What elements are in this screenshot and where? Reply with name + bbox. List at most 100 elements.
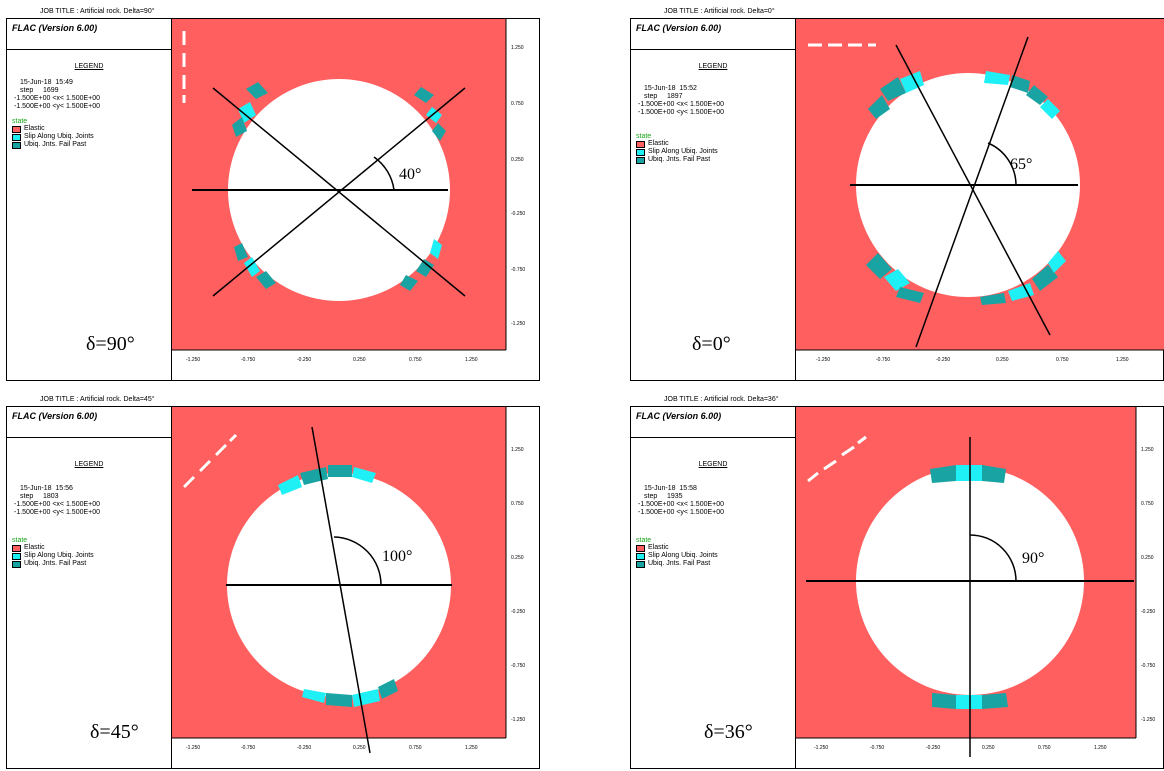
delta-label: δ=0°: [692, 333, 731, 355]
y-tick-label: -0.250: [1141, 609, 1155, 615]
x-tick-label: -0.250: [936, 357, 950, 363]
legend-xrange: -1.500E+00 <x< 1.500E+00: [638, 501, 725, 508]
x-tick-label: 0.250: [353, 745, 366, 751]
x-tick-label: 0.250: [996, 357, 1009, 363]
x-tick-label: 0.750: [1056, 357, 1069, 363]
job-title: JOB TITLE : Artificial rock. Delta=0°: [664, 8, 775, 15]
panel-delta-45: JOB TITLE : Artificial rock. Delta=45° F…: [6, 395, 540, 769]
loading-direction: [807, 435, 867, 483]
fail-swatch: [636, 561, 645, 568]
legend-column: FLAC (Version 6.00) LEGEND 15-Jun-18 15:…: [6, 407, 172, 769]
fail-swatch: [636, 157, 645, 164]
legend-yrange: -1.500E+00 <y< 1.500E+00: [14, 103, 101, 110]
elastic-swatch: [636, 141, 645, 148]
legend-date: 15-Jun-18 15:58: [644, 485, 697, 492]
y-tick-label: 0.250: [511, 157, 524, 163]
legend-fail: Ubiq. Jnts. Fail Past: [648, 156, 711, 163]
divider: [630, 49, 796, 50]
y-tick-label: 1.250: [511, 45, 524, 51]
legend-slip: Slip Along Ubiq. Joints: [24, 133, 94, 140]
legend-title: LEGEND: [698, 461, 728, 468]
y-tick-label: -0.750: [511, 267, 525, 273]
flac-version: FLAC (Version 6.00): [12, 23, 98, 33]
legend-date: 15-Jun-18 15:56: [20, 485, 73, 492]
y-tick-label: 0.750: [511, 501, 524, 507]
y-tick-label: 0.250: [511, 555, 524, 561]
legend-step: step 1699: [20, 87, 59, 94]
x-tick-labels: -1.250 -0.750 -0.250 0.250 0.750 1.250: [814, 745, 1107, 751]
y-tick-label: 0.750: [1141, 501, 1154, 507]
legend-title: LEGEND: [74, 461, 104, 468]
fail-swatch: [12, 142, 21, 149]
y-tick-labels: 1.250 0.750 0.250 -0.250 -0.750 -1.250: [511, 45, 525, 327]
y-tick-label: -0.750: [1141, 663, 1155, 669]
title-bar: JOB TITLE : Artificial rock. Delta=36°: [630, 395, 1164, 407]
y-tick-label: -1.250: [511, 717, 525, 723]
x-tick-label: 0.750: [1038, 745, 1051, 751]
legend-date: 15-Jun-18 15:52: [644, 85, 697, 92]
legend-yrange: -1.500E+00 <y< 1.500E+00: [638, 509, 725, 516]
slip-swatch: [636, 553, 645, 560]
legend-title: LEGEND: [74, 63, 104, 70]
job-title: JOB TITLE : Artificial rock. Delta=90°: [40, 8, 155, 15]
delta-label: δ=45°: [90, 721, 139, 743]
fail-swatch: [12, 561, 21, 568]
y-tick-labels: 1.250 0.750 0.250 -0.250 -0.750 -1.250: [1141, 447, 1155, 723]
legend-fail: Ubiq. Jnts. Fail Past: [24, 141, 87, 148]
joint-lines: [226, 426, 452, 754]
panel-delta-90: JOB TITLE : Artificial rock. Delta=90° F…: [6, 7, 540, 381]
x-tick-label: -0.250: [297, 745, 311, 751]
y-tick-label: 1.250: [511, 447, 524, 453]
x-tick-label: 1.250: [1116, 357, 1129, 363]
failure-zones: [866, 71, 1066, 305]
angle-label: 40°: [399, 166, 421, 183]
legend-state-label: state: [12, 118, 28, 125]
legend-step: step 1935: [644, 493, 683, 500]
delta-label: δ=36°: [704, 721, 753, 743]
divider: [6, 437, 172, 438]
y-tick-label: -1.250: [1141, 717, 1155, 723]
x-tick-labels: -1.250 -0.750 -0.250 0.250 0.750 1.250: [186, 745, 478, 751]
x-tick-label: 0.750: [409, 745, 422, 751]
angle-label: 100°: [382, 548, 412, 565]
flac-version: FLAC (Version 6.00): [12, 411, 98, 421]
slip-swatch: [636, 149, 645, 156]
legend-state-label: state: [12, 537, 28, 544]
legend-title: LEGEND: [698, 63, 728, 70]
x-tick-label: -0.250: [297, 357, 311, 363]
failure-zones: [232, 82, 446, 291]
flac-version: FLAC (Version 6.00): [636, 411, 722, 421]
legend-state-label: state: [636, 133, 652, 140]
loading-direction: [182, 433, 238, 489]
x-tick-label: -0.750: [241, 745, 255, 751]
flac-version: FLAC (Version 6.00): [636, 23, 722, 33]
x-tick-label: -0.250: [926, 745, 940, 751]
delta-label: δ=90°: [86, 333, 135, 355]
flac-plot: 100° 1.250 0.750 0.250 -0.250 -0.750 -1.…: [172, 407, 525, 754]
legend-fail: Ubiq. Jnts. Fail Past: [24, 560, 87, 567]
angle-label: 90°: [1022, 550, 1044, 567]
legend-slip: Slip Along Ubiq. Joints: [24, 552, 94, 559]
legend-state-label: state: [636, 537, 652, 544]
legend-xrange: -1.500E+00 <x< 1.500E+00: [14, 501, 101, 508]
legend-xrange: -1.500E+00 <x< 1.500E+00: [638, 101, 725, 108]
x-tick-label: 1.250: [465, 745, 478, 751]
joint-lines: [850, 36, 1078, 348]
job-title: JOB TITLE : Artificial rock. Delta=45°: [40, 396, 155, 403]
y-tick-label: -0.250: [511, 211, 525, 217]
y-tick-label: 0.750: [511, 101, 524, 107]
title-bar: JOB TITLE : Artificial rock. Delta=0°: [630, 7, 1164, 19]
legend-yrange: -1.500E+00 <y< 1.500E+00: [638, 109, 725, 116]
x-tick-label: 0.250: [353, 357, 366, 363]
x-tick-labels: -1.250 -0.750 -0.250 0.250 0.750 1.250: [816, 357, 1129, 363]
y-tick-label: 0.250: [1141, 555, 1154, 561]
legend-elastic: Elastic: [648, 140, 669, 147]
failure-zones: [930, 465, 1008, 709]
elastic-swatch: [12, 545, 21, 552]
joint-lines: [806, 437, 1134, 757]
x-tick-label: -0.750: [870, 745, 884, 751]
legend-elastic: Elastic: [24, 125, 45, 132]
x-tick-label: -1.250: [186, 745, 200, 751]
legend-slip: Slip Along Ubiq. Joints: [648, 552, 718, 559]
x-tick-label: 0.250: [982, 745, 995, 751]
